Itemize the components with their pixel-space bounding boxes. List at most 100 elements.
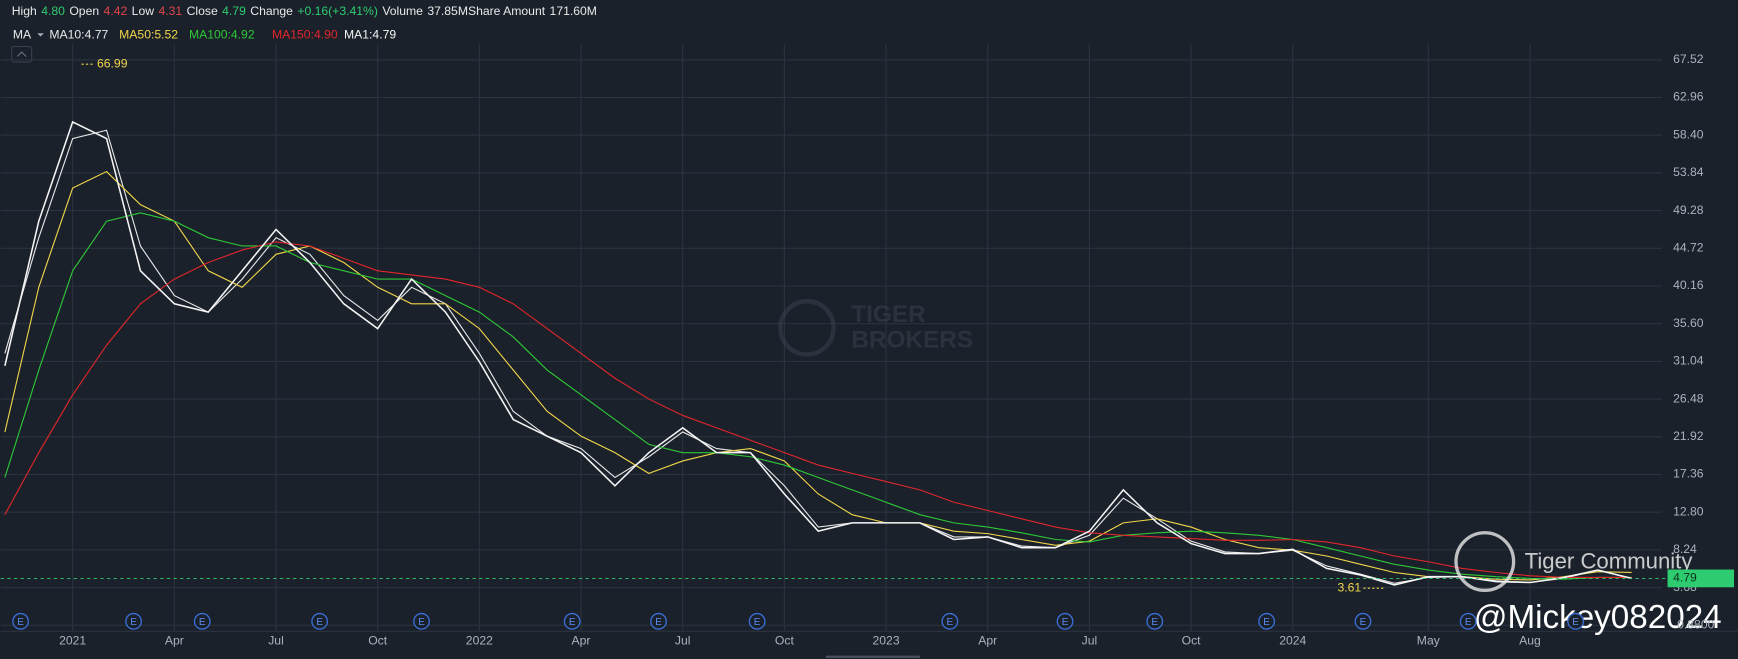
quote-label: High: [12, 4, 37, 18]
quote-value: 4.42: [104, 4, 128, 18]
earnings-marker[interactable]: E: [650, 612, 667, 630]
earnings-marker[interactable]: E: [1567, 612, 1585, 630]
earnings-label: E: [418, 617, 425, 628]
y-tick-label: 40.16: [1673, 278, 1704, 292]
earnings-circle: [311, 612, 329, 630]
quote-value: 4.31: [158, 4, 182, 18]
quote-label: Share Amount: [468, 4, 546, 18]
quote-value: +0.16(+3.41%): [297, 4, 378, 18]
earnings-marker[interactable]: E: [941, 612, 959, 630]
earnings-circle: [1354, 612, 1372, 630]
last-price-tag: [1667, 569, 1735, 588]
ma-line: [4, 241, 1632, 579]
quote-label: Open: [69, 4, 99, 18]
earnings-marker[interactable]: E: [748, 612, 766, 630]
earnings-label: E: [1151, 617, 1158, 628]
earnings-circle: [125, 612, 142, 630]
earnings-marker[interactable]: E: [413, 612, 430, 630]
community-logo: [1454, 531, 1516, 592]
legend-entry[interactable]: MA10:4.77: [49, 28, 108, 42]
y-tick-label: 62.96: [1673, 90, 1704, 104]
y-tick-label: 26.48: [1673, 391, 1704, 405]
earnings-marker[interactable]: E: [1354, 612, 1372, 630]
earnings-label: E: [130, 617, 137, 628]
earnings-marker[interactable]: E: [1146, 612, 1164, 630]
logo-circle: [778, 299, 836, 357]
earnings-marker[interactable]: E: [125, 612, 142, 630]
y-tick-label: 44.72: [1673, 241, 1704, 255]
earnings-label: E: [1465, 617, 1472, 628]
x-tick-label: 2023: [873, 633, 900, 647]
y-tick-label: 8.24: [1673, 542, 1697, 556]
dropdown-arrow[interactable]: [37, 33, 44, 37]
x-tick-label: Oct: [1182, 633, 1202, 647]
earnings-marker[interactable]: E: [311, 612, 329, 630]
earnings-circle: [413, 612, 430, 630]
legend-entry[interactable]: MA100:4.92: [189, 28, 255, 42]
earnings-label: E: [1263, 617, 1270, 628]
y-tick-label: 21.92: [1673, 429, 1704, 443]
logo-text: TIGER: [851, 301, 926, 328]
y-tick-label: 58.40: [1673, 127, 1704, 141]
earnings-label: E: [1062, 617, 1069, 628]
ma-line: [4, 212, 1632, 580]
x-tick-label: Oct: [368, 633, 388, 647]
legend-entry[interactable]: MA150:4.90: [272, 28, 338, 42]
earnings-label: E: [947, 617, 954, 628]
earnings-label: E: [316, 617, 323, 628]
earnings-marker[interactable]: E: [193, 612, 211, 630]
last-price-label: 4.79: [1673, 571, 1697, 585]
earnings-label: E: [655, 617, 662, 628]
min-label: 3.61: [1337, 580, 1361, 594]
community-text: Tiger Community: [1525, 548, 1694, 573]
earnings-label: E: [754, 617, 761, 628]
quote-value: 37.85M: [427, 4, 468, 18]
earnings-circle: [941, 612, 959, 630]
collapse-button[interactable]: [11, 45, 33, 63]
earnings-label: E: [569, 617, 576, 628]
earnings-circle: [1567, 612, 1585, 630]
y-tick-label: 35.60: [1673, 316, 1704, 330]
y-tick-label: 31.04: [1673, 354, 1704, 368]
earnings-marker[interactable]: E: [563, 612, 581, 630]
quote-text: High 4.80 Open 4.42 Low 4.31 Close 4.79 Change +0…: [12, 4, 597, 18]
ma-line: [4, 129, 1632, 584]
earnings-circle: [1146, 612, 1164, 630]
x-tick-label: 2024: [1279, 633, 1306, 647]
max-label: 66.99: [97, 56, 128, 70]
earnings-marker[interactable]: E: [1459, 612, 1477, 630]
plot-area: [0, 63, 1668, 589]
legend-entry[interactable]: MA1:4.79: [344, 28, 396, 42]
indicator-name[interactable]: MA: [13, 28, 32, 42]
x-tick-label: Jul: [675, 633, 691, 647]
collapse-icon: [16, 51, 27, 57]
earnings-circle: [650, 612, 667, 630]
earnings-circle: [563, 612, 581, 630]
earnings-circle: [1258, 612, 1276, 630]
y-tick-label: 12.80: [1673, 504, 1704, 518]
earnings-marker[interactable]: E: [12, 612, 30, 630]
quote-value: 4.80: [41, 4, 65, 18]
grid: [0, 44, 1738, 632]
logo-watermark: TIGER BROKERS: [778, 299, 973, 357]
quote-label: Volume: [382, 4, 423, 18]
earnings-label: E: [199, 617, 206, 628]
earnings-marker[interactable]: E: [1258, 612, 1276, 630]
earnings-circle: [12, 612, 30, 630]
quote-label: Low: [132, 4, 155, 18]
earnings-marker[interactable]: E: [1056, 612, 1074, 630]
quote-value: 171.60M: [550, 4, 597, 18]
x-tick-label: Aug: [1519, 633, 1541, 647]
quote-value: 4.79: [222, 4, 246, 18]
y-tick-label: 67.52: [1673, 52, 1704, 66]
ma-line: [4, 170, 1632, 581]
logo-text: BROKERS: [851, 327, 973, 354]
legend-entry[interactable]: MA50:5.52: [119, 28, 178, 42]
ma-line: [4, 120, 1632, 586]
earnings-label: E: [17, 617, 24, 628]
earnings-circle: [748, 612, 766, 630]
quote-label: Close: [187, 4, 218, 18]
quote-label: Change: [250, 4, 293, 18]
